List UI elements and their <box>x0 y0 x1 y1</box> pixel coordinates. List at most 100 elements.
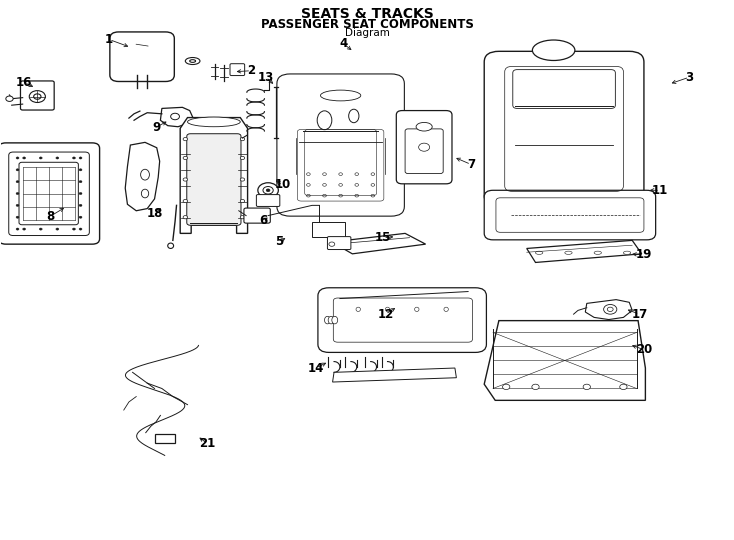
Ellipse shape <box>355 173 359 176</box>
Ellipse shape <box>532 40 575 60</box>
FancyBboxPatch shape <box>21 81 54 110</box>
Ellipse shape <box>503 384 510 389</box>
Polygon shape <box>332 233 426 254</box>
Ellipse shape <box>79 180 82 183</box>
Ellipse shape <box>16 192 19 194</box>
Ellipse shape <box>240 138 244 141</box>
FancyBboxPatch shape <box>155 434 175 443</box>
Ellipse shape <box>40 228 43 230</box>
Text: 11: 11 <box>652 184 668 197</box>
Ellipse shape <box>371 184 374 186</box>
FancyBboxPatch shape <box>277 74 404 216</box>
Ellipse shape <box>171 113 179 120</box>
Ellipse shape <box>56 228 59 230</box>
FancyBboxPatch shape <box>230 64 244 76</box>
Ellipse shape <box>240 157 244 160</box>
Ellipse shape <box>183 157 187 160</box>
Ellipse shape <box>79 216 82 218</box>
Ellipse shape <box>23 228 26 230</box>
FancyBboxPatch shape <box>186 134 241 225</box>
Ellipse shape <box>444 307 448 312</box>
Ellipse shape <box>356 307 360 312</box>
Polygon shape <box>484 321 645 400</box>
Text: 16: 16 <box>16 76 32 89</box>
Text: 17: 17 <box>631 308 647 321</box>
Text: 5: 5 <box>275 235 283 248</box>
Ellipse shape <box>307 173 310 176</box>
Ellipse shape <box>34 94 41 99</box>
Text: SEATS & TRACKS: SEATS & TRACKS <box>301 7 433 21</box>
Text: 8: 8 <box>46 210 54 222</box>
Text: 3: 3 <box>686 71 694 84</box>
Ellipse shape <box>258 183 278 198</box>
Ellipse shape <box>183 199 187 202</box>
FancyBboxPatch shape <box>484 51 644 206</box>
Polygon shape <box>126 143 160 211</box>
Ellipse shape <box>324 316 330 324</box>
Ellipse shape <box>332 316 338 324</box>
Polygon shape <box>161 107 192 127</box>
Text: 20: 20 <box>636 343 652 356</box>
Ellipse shape <box>183 138 187 141</box>
Ellipse shape <box>240 178 244 181</box>
Text: 14: 14 <box>308 361 324 375</box>
Ellipse shape <box>355 194 359 197</box>
Ellipse shape <box>183 215 187 219</box>
Ellipse shape <box>29 91 46 103</box>
Ellipse shape <box>323 184 327 186</box>
Ellipse shape <box>187 117 240 127</box>
Text: 21: 21 <box>199 437 215 450</box>
Text: 10: 10 <box>275 178 291 191</box>
Ellipse shape <box>317 111 332 130</box>
Text: 1: 1 <box>105 33 113 46</box>
Ellipse shape <box>189 60 195 62</box>
Ellipse shape <box>73 157 76 159</box>
Ellipse shape <box>532 384 539 389</box>
Ellipse shape <box>307 184 310 186</box>
Ellipse shape <box>79 204 82 206</box>
Ellipse shape <box>349 109 359 123</box>
Text: 13: 13 <box>258 71 274 84</box>
Ellipse shape <box>564 251 572 254</box>
Ellipse shape <box>266 189 270 192</box>
Ellipse shape <box>16 204 19 206</box>
FancyBboxPatch shape <box>318 288 487 353</box>
Text: 15: 15 <box>375 231 391 244</box>
Ellipse shape <box>371 194 374 197</box>
FancyBboxPatch shape <box>19 163 79 225</box>
Ellipse shape <box>607 307 613 312</box>
Ellipse shape <box>603 305 617 314</box>
Text: Diagram: Diagram <box>344 28 390 38</box>
Text: 2: 2 <box>247 64 255 77</box>
Ellipse shape <box>355 184 359 186</box>
Ellipse shape <box>183 178 187 181</box>
Text: 9: 9 <box>152 121 160 134</box>
Text: 4: 4 <box>339 37 348 50</box>
Ellipse shape <box>6 96 13 102</box>
Ellipse shape <box>23 157 26 159</box>
Polygon shape <box>180 118 247 233</box>
Ellipse shape <box>16 228 19 230</box>
Ellipse shape <box>418 143 429 151</box>
Ellipse shape <box>619 384 627 389</box>
Ellipse shape <box>240 199 244 202</box>
Text: 19: 19 <box>636 248 652 261</box>
FancyBboxPatch shape <box>513 70 615 109</box>
Ellipse shape <box>328 316 334 324</box>
FancyBboxPatch shape <box>110 32 174 82</box>
FancyBboxPatch shape <box>0 143 100 244</box>
Ellipse shape <box>339 184 343 186</box>
Ellipse shape <box>329 242 335 246</box>
Ellipse shape <box>307 194 310 197</box>
Ellipse shape <box>385 307 390 312</box>
FancyBboxPatch shape <box>244 208 270 223</box>
Ellipse shape <box>536 251 543 254</box>
Ellipse shape <box>16 216 19 218</box>
FancyBboxPatch shape <box>327 237 351 249</box>
Ellipse shape <box>79 168 82 171</box>
Polygon shape <box>333 368 457 382</box>
FancyBboxPatch shape <box>405 129 443 173</box>
FancyBboxPatch shape <box>256 194 280 206</box>
Ellipse shape <box>141 169 150 180</box>
Ellipse shape <box>323 194 327 197</box>
